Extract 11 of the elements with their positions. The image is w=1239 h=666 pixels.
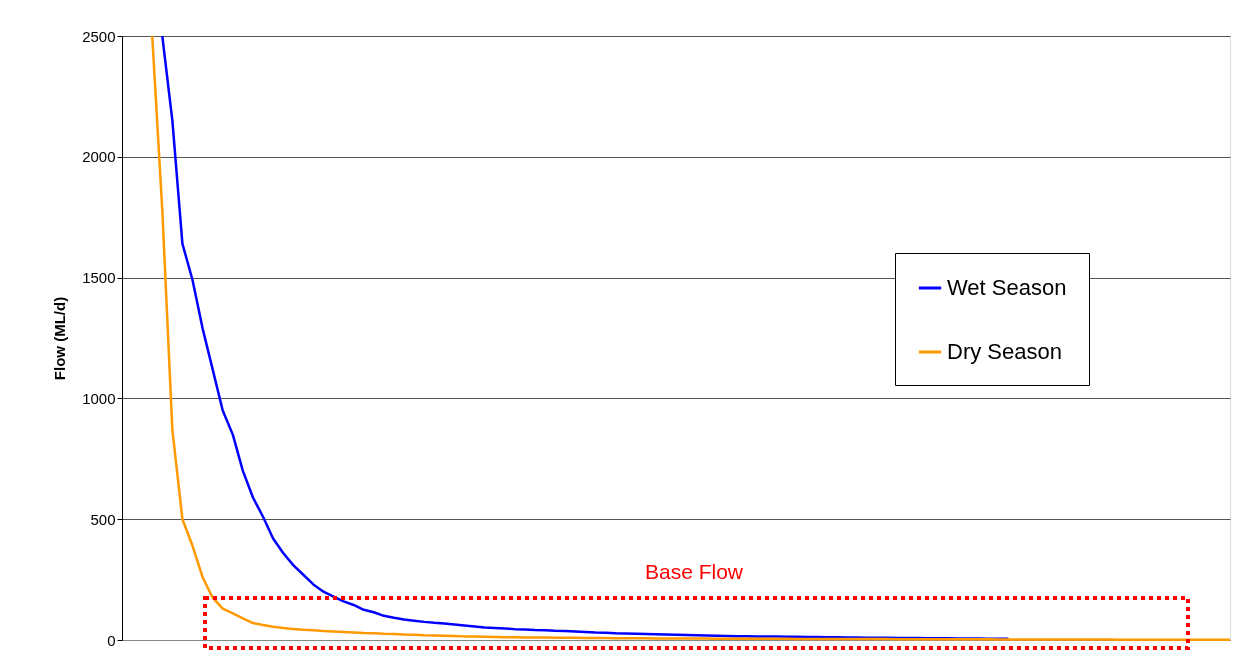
legend-label: Dry Season [947, 339, 1062, 364]
y-tick-label: 1500 [82, 269, 116, 287]
legend-label: Wet Season [947, 275, 1067, 300]
y-tick-label: 0 [107, 631, 116, 649]
y-tick-label: 500 [90, 510, 116, 528]
y-tick-label: 2000 [82, 148, 116, 166]
y-axis-title: Flow (ML/d) [51, 296, 69, 381]
line-series [150, 34, 1232, 642]
y-tick-label: 1000 [82, 389, 116, 407]
annotation: Base Flow [644, 560, 744, 583]
y-tick-label: 2500 [82, 27, 116, 45]
